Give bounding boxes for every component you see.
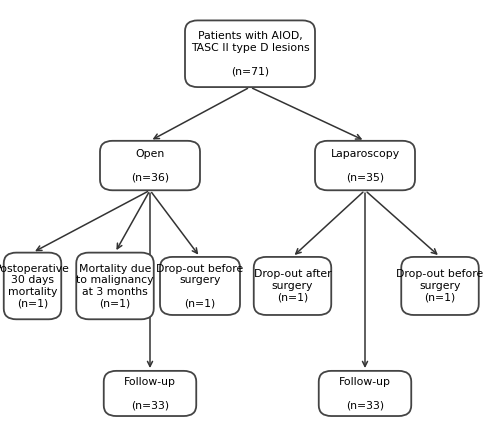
Text: Postoperative
30 days
mortality
(n=1): Postoperative 30 days mortality (n=1) [0,264,70,308]
Text: Patients with AIOD,
TASC II type D lesions

(n=71): Patients with AIOD, TASC II type D lesio… [190,31,310,76]
Text: Drop-out before
surgery

(n=1): Drop-out before surgery (n=1) [156,264,244,308]
Text: Mortality due
to malignancy
at 3 months
(n=1): Mortality due to malignancy at 3 months … [76,264,154,308]
Text: Follow-up

(n=33): Follow-up (n=33) [124,377,176,410]
FancyBboxPatch shape [315,141,415,190]
FancyBboxPatch shape [104,371,196,416]
FancyBboxPatch shape [254,257,331,315]
Text: Follow-up

(n=33): Follow-up (n=33) [339,377,391,410]
FancyBboxPatch shape [319,371,411,416]
Text: Drop-out before
surgery
(n=1): Drop-out before surgery (n=1) [396,269,484,303]
Text: Laparoscopy

(n=35): Laparoscopy (n=35) [330,149,400,182]
FancyBboxPatch shape [401,257,479,315]
FancyBboxPatch shape [4,253,61,319]
Text: Drop-out after
surgery
(n=1): Drop-out after surgery (n=1) [254,269,332,303]
FancyBboxPatch shape [100,141,200,190]
FancyBboxPatch shape [76,253,154,319]
FancyBboxPatch shape [185,20,315,87]
Text: Open

(n=36): Open (n=36) [131,149,169,182]
FancyBboxPatch shape [160,257,240,315]
